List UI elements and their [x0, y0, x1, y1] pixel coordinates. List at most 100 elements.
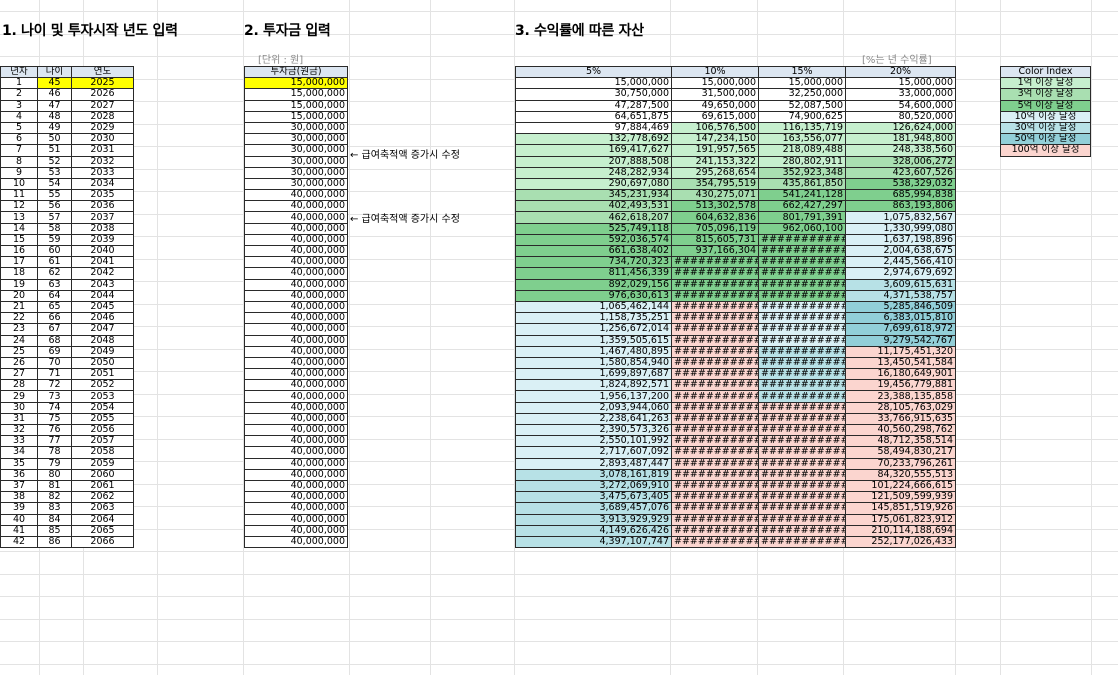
table-row: 892,029,156 ########### ########### 3,609,6… [515, 278, 956, 291]
table-row: 40,000,000 [244, 468, 348, 481]
cell-asset-overflow: ########### [671, 256, 759, 269]
color-index-item: 10억 이상 달성 [1000, 110, 1091, 123]
cell-asset-20: 121,509,599,939 [845, 491, 956, 504]
cell-asset-overflow: ########### [758, 267, 846, 280]
cell-principal: 40,000,000 [244, 278, 348, 291]
table-row: 34 78 2058 [0, 446, 134, 459]
cell-asset-overflow: ########### [671, 368, 759, 381]
cell-principal: 30,000,000 [244, 133, 348, 146]
header-rate-15: 15% [758, 65, 846, 79]
cell-principal: 30,000,000 [244, 144, 348, 157]
cell-asset-5: 64,651,875 [515, 110, 672, 123]
table-row: 23 67 2047 [0, 323, 134, 336]
cell-asset-15: 352,923,348 [758, 166, 846, 179]
table-row: 30,000,000 [244, 177, 348, 191]
list-item: 5억 이상 달성 [1000, 99, 1091, 112]
cell-year: 2041 [71, 256, 134, 269]
cell-age: 75 [37, 412, 72, 426]
color-index-table: Color Index 1억 이상 달성 3억 이상 달성 5억 이상 달성 10억 … [1000, 65, 1091, 157]
header-year-index: 년차 [0, 65, 38, 79]
cell-principal: 40,000,000 [244, 200, 348, 213]
cell-principal: 30,000,000 [244, 121, 348, 135]
cell-asset-overflow: ########### [671, 334, 759, 347]
cell-age: 76 [37, 423, 72, 437]
table-row: 1,699,897,687 ########### ########### 16,18… [515, 368, 956, 381]
cell-age: 47 [37, 99, 72, 112]
note-salary-2: ← 급여축적액 증가시 수정 [350, 214, 460, 225]
cell-asset-5: 1,158,735,251 [515, 312, 672, 325]
table-row: 40,000,000 [244, 345, 348, 358]
list-item: 1억 이상 달성 [1000, 77, 1091, 90]
cell-asset-15: 218,089,488 [758, 144, 846, 157]
cell-asset-overflow: ########### [758, 312, 846, 325]
cell-year: 2060 [71, 468, 134, 481]
color-index-item: 3억 이상 달성 [1000, 88, 1091, 101]
cell-age: 64 [37, 289, 72, 302]
cell-asset-20: 2,445,566,410 [845, 256, 956, 269]
table-row: 2,093,944,060 ########### ########### 28,10… [515, 401, 956, 414]
cell-asset-5: 734,720,323 [515, 256, 672, 269]
cell-asset-overflow: ########### [758, 379, 846, 392]
cell-year-index: 1 [0, 77, 38, 90]
cell-age: 46 [37, 88, 72, 101]
cell-asset-20: 80,520,000 [845, 110, 956, 123]
cell-asset-overflow: ########### [758, 401, 846, 414]
cell-year-index: 30 [0, 401, 38, 414]
header-rate-20: 20% [845, 65, 956, 79]
table-row: 207,888,508 241,153,322 280,802,911 328,006… [515, 155, 956, 168]
cell-asset-overflow: ########### [758, 368, 846, 381]
cell-principal: 40,000,000 [244, 457, 348, 470]
table-row: 525,749,118 705,096,119 962,060,100 1,330,9… [515, 222, 956, 235]
cell-year-index: 31 [0, 412, 38, 426]
cell-asset-overflow: ########### [671, 423, 759, 437]
cell-principal: 30,000,000 [244, 177, 348, 191]
cell-year: 2059 [71, 457, 134, 470]
cell-asset-20: 181,948,800 [845, 133, 956, 146]
cell-asset-5: 1,956,137,200 [515, 390, 672, 403]
cell-asset-5: 1,824,892,571 [515, 379, 672, 392]
table-row: 14 58 2038 [0, 222, 134, 235]
cell-year-index: 29 [0, 390, 38, 403]
table-row: 40,000,000 [244, 491, 348, 504]
table-row: 30,750,000 31,500,000 32,250,000 33,000,000 [515, 88, 956, 101]
cell-asset-5: 169,417,627 [515, 144, 672, 157]
cell-principal: 40,000,000 [244, 535, 348, 549]
table-row: 31 75 2055 [0, 412, 134, 426]
cell-principal: 40,000,000 [244, 479, 348, 493]
cell-year-index: 36 [0, 468, 38, 481]
cell-year-index: 33 [0, 435, 38, 448]
cell-asset-10: 15,000,000 [671, 77, 759, 90]
cell-year-index: 37 [0, 479, 38, 493]
cell-asset-overflow: ########### [758, 457, 846, 470]
cell-year: 2063 [71, 502, 134, 515]
cell-principal: 40,000,000 [244, 233, 348, 247]
header-rate-5: 5% [515, 65, 672, 79]
cell-year: 2047 [71, 323, 134, 336]
cell-asset-overflow: ########### [671, 345, 759, 358]
cell-principal: 40,000,000 [244, 435, 348, 448]
cell-principal: 15,000,000 [244, 99, 348, 112]
cell-asset-overflow: ########### [671, 390, 759, 403]
cell-asset-5: 345,231,934 [515, 189, 672, 202]
cell-year: 2033 [71, 166, 134, 179]
cell-year-index: 2 [0, 88, 38, 101]
table-row: 40,000,000 [244, 524, 348, 537]
cell-asset-overflow: ########### [758, 479, 846, 493]
cell-year-index: 8 [0, 155, 38, 168]
cell-year: 2045 [71, 300, 134, 314]
cell-asset-10: 191,957,565 [671, 144, 759, 157]
cell-age: 52 [37, 155, 72, 168]
table-row: 248,282,934 295,268,654 352,923,348 423,607… [515, 166, 956, 179]
cell-age: 48 [37, 110, 72, 123]
table-row: 25 69 2049 [0, 345, 134, 358]
cell-asset-15: 74,900,625 [758, 110, 846, 123]
table-row: 345,231,934 430,275,071 541,241,128 685,994… [515, 189, 956, 202]
cell-principal: 15,000,000 [244, 110, 348, 123]
cell-year: 2052 [71, 379, 134, 392]
cell-asset-10: 49,650,000 [671, 99, 759, 112]
cell-year: 2040 [71, 244, 134, 258]
cell-year-index: 23 [0, 323, 38, 336]
table-row: 2,550,101,992 ########### ########### 48,71… [515, 435, 956, 448]
cell-asset-15: 662,427,297 [758, 200, 846, 213]
cell-age: 54 [37, 177, 72, 191]
